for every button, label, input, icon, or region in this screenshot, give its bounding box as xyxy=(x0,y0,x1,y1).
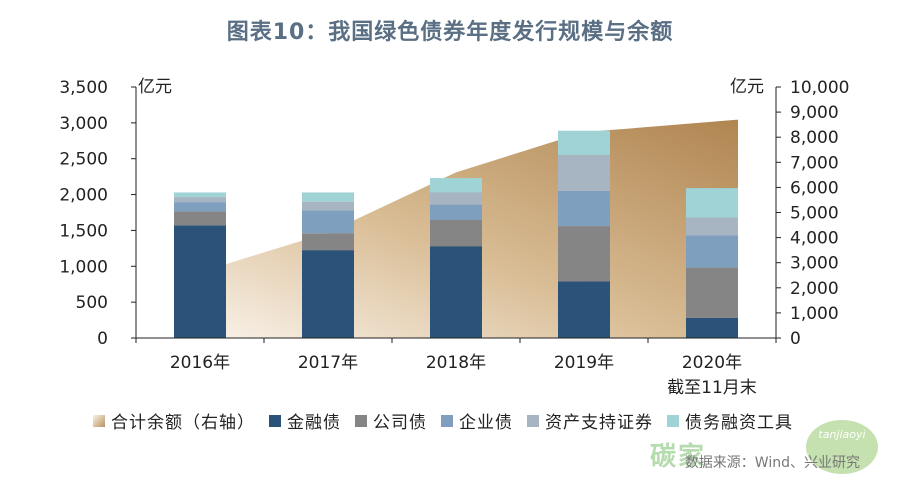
bar-4-series-1 xyxy=(686,267,738,318)
bar-2-series-1 xyxy=(430,220,482,247)
chart-plot: 0 500 1,000 1,500 2,000 2,500 3,000 3,500 0 1,000… xyxy=(59,78,849,398)
bar-4-series-0 xyxy=(686,317,738,338)
data-source: 数据来源：Wind、兴业研究 xyxy=(684,455,860,471)
x-tick-label: 2020年 xyxy=(682,353,742,373)
right-tick-label: 5,000 xyxy=(790,204,839,224)
right-axis-unit: 亿元 xyxy=(730,77,764,97)
x-tick-label: 2018年 xyxy=(426,353,486,373)
legend-item-enterprise: 企业债 xyxy=(441,408,513,433)
legend-swatch-financial xyxy=(269,414,281,427)
right-tick-label: 8,000 xyxy=(790,128,839,148)
right-tick-label: 1,000 xyxy=(790,304,839,324)
legend-item-total: 合计余额（右轴） xyxy=(93,408,255,433)
legend-item-corporate: 公司债 xyxy=(355,408,427,433)
bar-1-series-2 xyxy=(302,210,354,234)
left-tick-label: 3,500 xyxy=(59,78,108,98)
legend-swatch-enterprise xyxy=(441,414,453,427)
bar-1-series-0 xyxy=(302,250,354,338)
x-tick-label: 2017年 xyxy=(298,353,358,373)
legend-label-abs: 资产支持证券 xyxy=(545,413,653,433)
bar-0-series-0 xyxy=(174,225,226,338)
right-tick-label: 4,000 xyxy=(790,229,839,249)
legend-swatch-abs xyxy=(527,414,539,427)
right-tick-label: 10,000 xyxy=(790,78,849,98)
bar-1-series-1 xyxy=(302,233,354,251)
watermark-text: 碳家 xyxy=(650,442,707,472)
bar-3-series-4 xyxy=(558,130,610,156)
right-tick-label: 9,000 xyxy=(790,103,839,123)
bar-3-series-3 xyxy=(558,155,610,191)
bar-2-series-2 xyxy=(430,204,482,221)
chart-legend: 合计余额（右轴） 金融债 公司债 企业债 资产支持证券 债务融资工具 xyxy=(0,408,900,433)
bar-2-series-0 xyxy=(430,246,482,338)
left-tick-label: 500 xyxy=(76,293,108,313)
left-tick-label: 1,000 xyxy=(59,257,108,277)
left-tick-label: 1,500 xyxy=(59,221,108,241)
bar-2-series-3 xyxy=(430,192,482,205)
bar-0-series-3 xyxy=(174,197,226,203)
bar-0-series-4 xyxy=(174,192,226,198)
legend-item-debt-financing: 债务融资工具 xyxy=(667,408,793,433)
right-tick-label: 0 xyxy=(790,329,801,349)
bar-4-series-3 xyxy=(686,217,738,236)
bar-4-series-2 xyxy=(686,235,738,268)
bar-3-series-1 xyxy=(558,226,610,282)
legend-label-enterprise: 企业债 xyxy=(459,413,513,433)
x-tick-sublabel: 截至11月末 xyxy=(667,378,757,398)
chart-title: 图表10：我国绿色债券年度发行规模与余额 xyxy=(226,20,674,45)
left-tick-label: 3,000 xyxy=(59,114,108,134)
watermark-badge: tanjiaoyi xyxy=(806,420,878,474)
x-tick-label: 2016年 xyxy=(170,353,230,373)
right-tick-label: 3,000 xyxy=(790,254,839,274)
bar-0-series-2 xyxy=(174,202,226,212)
legend-swatch-debt-financing xyxy=(667,414,679,427)
legend-item-abs: 资产支持证券 xyxy=(527,408,653,433)
right-tick-label: 7,000 xyxy=(790,153,839,173)
bar-3-series-0 xyxy=(558,281,610,338)
bar-1-series-3 xyxy=(302,201,354,211)
legend-item-financial: 金融债 xyxy=(269,408,341,433)
bar-0-series-1 xyxy=(174,211,226,226)
legend-swatch-corporate xyxy=(355,414,367,427)
legend-label-total: 合计余额（右轴） xyxy=(111,413,255,433)
right-tick-label: 6,000 xyxy=(790,178,839,198)
bar-3-series-2 xyxy=(558,190,610,227)
left-tick-label: 2,000 xyxy=(59,186,108,206)
bar-2-series-4 xyxy=(430,178,482,193)
x-tick-label: 2019年 xyxy=(554,353,614,373)
bar-1-series-4 xyxy=(302,192,354,202)
bar-4-series-4 xyxy=(686,188,738,218)
left-axis-unit: 亿元 xyxy=(138,77,172,97)
legend-label-debt-financing: 债务融资工具 xyxy=(685,413,793,433)
left-tick-label: 2,500 xyxy=(59,150,108,170)
legend-label-corporate: 公司债 xyxy=(373,413,427,433)
right-tick-label: 2,000 xyxy=(790,279,839,299)
legend-label-financial: 金融债 xyxy=(287,413,341,433)
legend-swatch-total xyxy=(93,414,105,427)
left-tick-label: 0 xyxy=(97,329,108,349)
